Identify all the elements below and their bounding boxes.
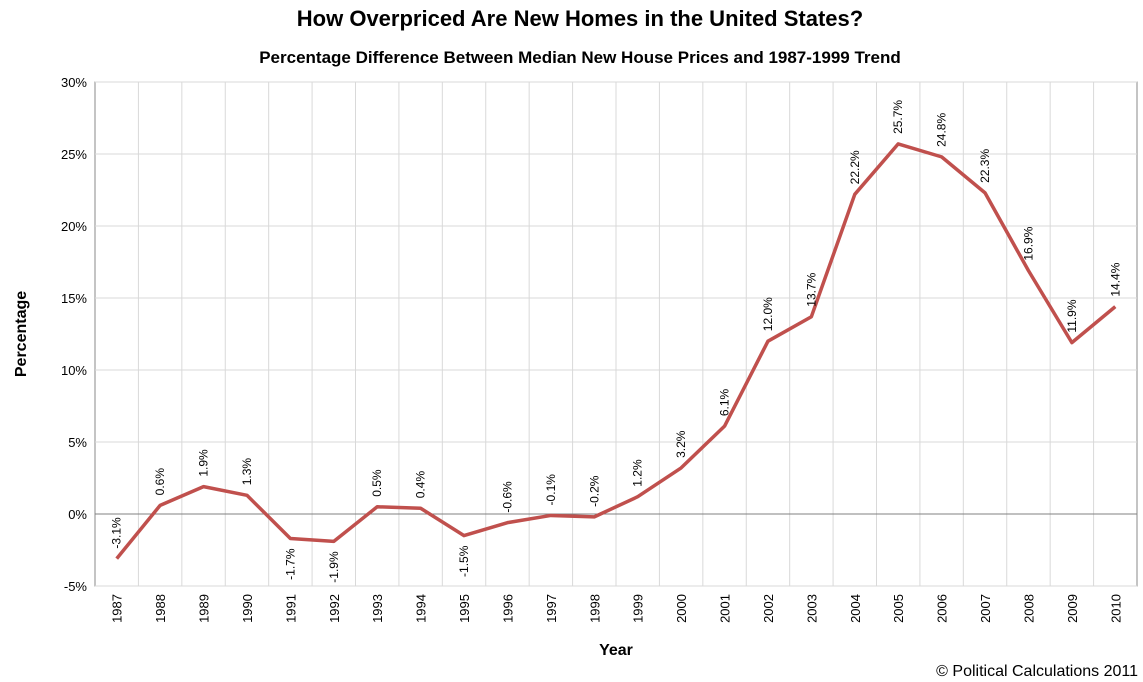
data-label: 1.3% — [240, 458, 254, 486]
x-tick-label: 1996 — [500, 594, 515, 623]
credit: © Political Calculations 2011 — [936, 663, 1138, 680]
x-tick-label: 1992 — [327, 594, 342, 623]
x-tick-label: 2001 — [718, 594, 733, 623]
x-tick-label: 2006 — [935, 594, 950, 623]
x-tick-label: 1987 — [110, 594, 125, 623]
y-tick-label: 25% — [61, 147, 87, 162]
data-label: 1.9% — [197, 449, 211, 477]
x-tick-label: 2008 — [1021, 594, 1036, 623]
data-label: -0.2% — [587, 475, 601, 507]
x-tick-label: 2005 — [891, 594, 906, 623]
x-tick-label: 1988 — [153, 594, 168, 623]
data-label: 12.0% — [761, 297, 775, 331]
data-label: 16.9% — [1021, 226, 1035, 260]
x-tick-label: 2004 — [848, 594, 863, 623]
y-tick-label: 10% — [61, 363, 87, 378]
data-label: 11.9% — [1065, 299, 1079, 332]
x-tick-label: 1999 — [631, 594, 646, 623]
y-tick-label: 0% — [68, 507, 87, 522]
x-tick-label: 1995 — [457, 594, 472, 623]
x-tick-label: 1990 — [240, 594, 255, 623]
x-tick-label: 2000 — [674, 594, 689, 623]
series-line — [115, 142, 1117, 560]
x-tick-label: 1997 — [544, 594, 559, 623]
data-label: -1.5% — [457, 545, 471, 577]
x-tick-label: 1993 — [370, 594, 385, 623]
y-tick-label: 30% — [61, 75, 87, 90]
x-tick-label: 2007 — [978, 594, 993, 623]
y-tick-label: -5% — [64, 579, 88, 594]
y-axis-title: Percentage — [13, 291, 30, 377]
chart-title: How Overpriced Are New Homes in the Unit… — [297, 6, 863, 31]
data-label: 24.8% — [935, 113, 949, 147]
y-tick-label: 20% — [61, 219, 87, 234]
x-axis-title: Year — [599, 642, 633, 659]
data-label: -3.1% — [110, 517, 124, 549]
data-label: 0.4% — [414, 471, 428, 499]
data-label: 0.6% — [153, 468, 167, 496]
data-label: 13.7% — [804, 272, 818, 306]
data-label: -0.1% — [544, 474, 558, 506]
data-label: 3.2% — [674, 430, 688, 458]
data-label: 22.3% — [978, 149, 992, 183]
y-tick-label: 15% — [61, 291, 87, 306]
x-tick-label: 1998 — [587, 594, 602, 623]
chart-subtitle: Percentage Difference Between Median New… — [259, 48, 901, 67]
data-label: 22.2% — [848, 150, 862, 184]
x-tick-label: 2002 — [761, 594, 776, 623]
data-label: -0.6% — [500, 481, 514, 513]
data-label: 25.7% — [891, 100, 905, 134]
data-label: 14.4% — [1108, 262, 1122, 296]
x-tick-label: 1989 — [197, 594, 212, 623]
data-label: 1.2% — [631, 459, 645, 487]
x-tick-label: 1994 — [414, 594, 429, 623]
x-tick-label: 2003 — [804, 594, 819, 623]
y-tick-label: 5% — [68, 435, 87, 450]
x-tick-label: 2010 — [1108, 594, 1123, 623]
x-tick-label: 1991 — [283, 594, 298, 623]
data-label: -1.9% — [327, 551, 341, 583]
data-label: -1.7% — [283, 548, 297, 580]
data-label: 0.5% — [370, 469, 384, 497]
data-label: 6.1% — [718, 388, 732, 416]
x-tick-label: 2009 — [1065, 594, 1080, 623]
